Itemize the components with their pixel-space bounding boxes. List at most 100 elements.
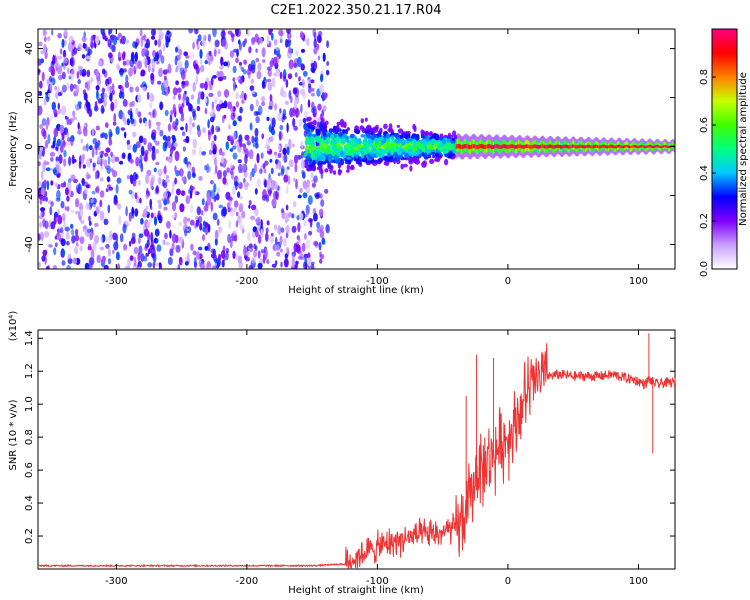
spectrogram-cell	[97, 156, 102, 164]
spectrogram-cell	[123, 243, 128, 251]
spectrogram-cell	[138, 245, 143, 255]
spectrogram-cell	[443, 149, 449, 154]
spectrogram-cell	[196, 206, 202, 216]
spectrogram-cell	[153, 216, 158, 226]
spectrogram-cell	[139, 117, 143, 124]
spectrogram-cell	[62, 140, 66, 148]
spectrogram-cell	[61, 84, 67, 93]
spectrogram-cell	[562, 145, 564, 149]
spectrogram-cell	[533, 144, 536, 148]
spectrogram-cell	[667, 145, 669, 149]
spectrogram-cell	[97, 60, 103, 67]
snr-axes: -300 -200 -100 0 100 0.2 0.4 0.6 0.8 1.0 1.2 1.4	[24, 330, 675, 587]
spectrogram-cell	[40, 187, 45, 197]
spectrogram-cell	[204, 98, 208, 103]
snr-y-tick-label: 1.0	[24, 396, 35, 412]
spectrogram-cell	[135, 141, 141, 149]
spectrogram-cell	[306, 116, 312, 122]
spectrogram-cell	[122, 98, 128, 107]
spectrogram-cell	[81, 72, 86, 77]
spectrogram-cell	[105, 243, 110, 249]
spectrogram-cell	[165, 178, 171, 183]
spectrogram-cell	[221, 259, 225, 268]
spectrogram-cell	[52, 54, 56, 66]
spectrogram-x-tick-label: -200	[236, 276, 259, 287]
spectrogram-cell	[210, 180, 214, 185]
spectrogram-cell	[69, 83, 74, 92]
spectrogram-cell	[301, 242, 306, 252]
spectrogram-cell	[313, 175, 318, 183]
spectrogram-cell	[310, 172, 314, 178]
spectrogram-cell	[41, 255, 46, 262]
spectrogram-cell	[113, 112, 117, 123]
spectrogram-cell	[118, 57, 122, 61]
spectrogram-cell	[646, 145, 649, 148]
spectrogram-cell	[282, 109, 287, 117]
spectrogram-cell	[310, 62, 315, 69]
spectrogram-cell	[304, 233, 307, 240]
spectrogram-cell	[568, 145, 571, 149]
spectrogram-cell	[326, 61, 330, 66]
spectrogram-cell	[208, 50, 212, 57]
spectrogram-cell	[189, 190, 193, 199]
spectrogram-cell	[129, 110, 133, 121]
snr-series-line	[37, 343, 676, 570]
spectrogram-cell	[39, 231, 44, 241]
spectrogram-cell	[519, 144, 521, 149]
spectrogram-cell	[154, 39, 158, 46]
spectrogram-cell	[270, 32, 274, 41]
snr-ylabel: SNR (10 * v/v)	[8, 399, 19, 470]
spectrogram-cell	[288, 138, 292, 149]
spectrogram-cell	[174, 195, 179, 204]
spectrogram-cell	[49, 151, 56, 157]
spectrogram-cell	[79, 236, 85, 245]
spectrogram-cell	[490, 144, 493, 149]
spectrogram-cell	[637, 145, 640, 149]
spectrogram-cell	[60, 238, 66, 247]
spectrogram-cell	[260, 219, 263, 229]
spectrogram-cell	[216, 187, 221, 193]
spectrogram-cell	[254, 208, 259, 217]
spectrogram-cell	[41, 71, 45, 82]
spectrogram-cell	[273, 38, 278, 46]
spectrogram-cell	[138, 135, 144, 144]
spectrogram-cell	[99, 246, 105, 251]
spectrogram-cell	[337, 168, 342, 176]
spectrogram-cell	[259, 168, 263, 175]
spectrogram-cell	[175, 188, 181, 196]
spectrogram-cell	[210, 248, 216, 254]
spectrogram-cell	[103, 92, 108, 100]
spectrogram-cell	[85, 99, 89, 108]
spectrogram-cell	[457, 143, 460, 149]
spectrogram-cell	[550, 144, 552, 148]
spectrogram-cell	[367, 137, 372, 144]
spectrogram-cell	[476, 144, 479, 150]
spectrogram-cell	[135, 60, 138, 71]
spectrogram-cell	[198, 146, 202, 157]
spectrogram-cell	[602, 144, 605, 148]
spectrogram-cell	[159, 101, 164, 111]
spectrogram-cell	[106, 176, 111, 183]
spectrogram-cell	[155, 262, 159, 267]
spectrogram-cell	[303, 122, 308, 131]
spectrogram-cell	[239, 141, 243, 148]
spectrogram-cell	[178, 256, 183, 266]
spectrogram-cell	[58, 74, 63, 81]
spectrogram-cell	[80, 219, 85, 224]
spectrogram-cell	[107, 155, 111, 165]
spectrogram-cell	[292, 201, 297, 208]
spectrogram-cell	[307, 153, 311, 157]
spectrogram-cell	[474, 144, 476, 149]
spectrogram-cell	[112, 121, 117, 126]
spectrogram-cell	[250, 215, 256, 221]
spectrogram-cell	[344, 143, 350, 149]
spectrogram-cell	[546, 145, 549, 149]
spectrogram-cell	[94, 170, 98, 180]
spectrogram-cell	[86, 174, 91, 180]
spectrogram-cell	[92, 162, 96, 168]
spectrogram-cell	[148, 111, 152, 116]
spectrogram-cell	[143, 228, 149, 237]
spectrogram-cell	[310, 92, 315, 97]
spectrogram-cell	[44, 161, 50, 166]
spectrogram-cell	[462, 144, 464, 149]
